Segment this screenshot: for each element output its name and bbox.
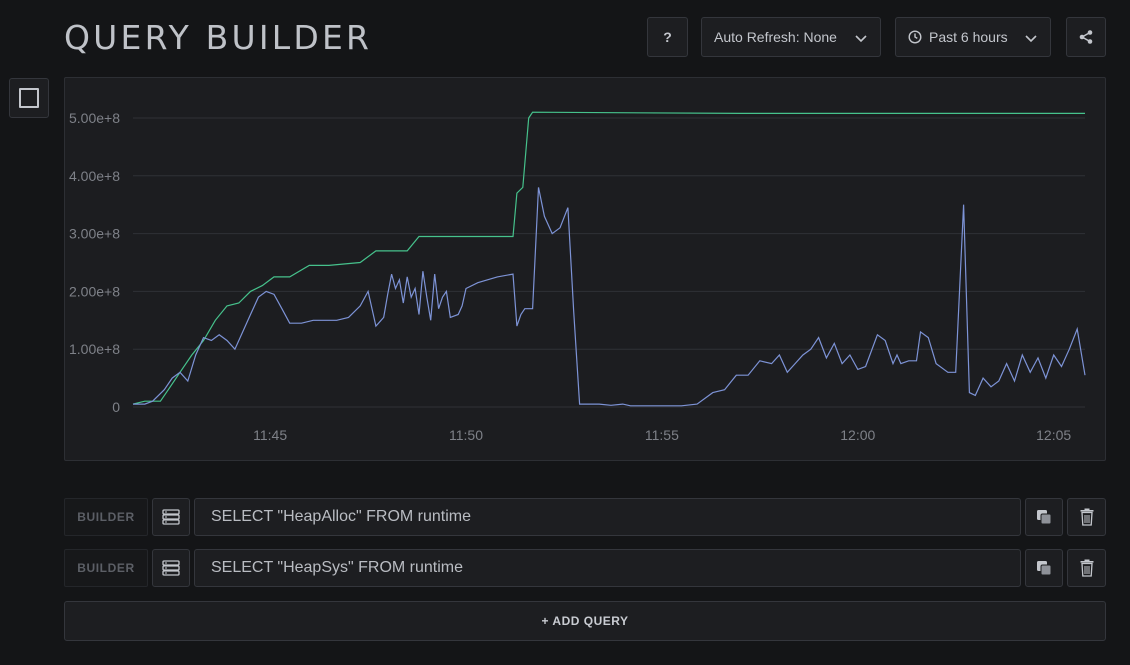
auto-refresh-dropdown[interactable]: Auto Refresh: None (701, 17, 881, 57)
delete-query-button[interactable] (1067, 549, 1106, 587)
chevron-down-icon (1025, 35, 1037, 43)
auto-refresh-label: Auto Refresh: None (714, 29, 837, 45)
query-mode-label[interactable]: BUILDER (64, 498, 148, 536)
y-tick-label: 3.00e+8 (69, 226, 120, 242)
page-title: QUERY BUILDER (64, 18, 373, 57)
series-line (133, 187, 1086, 407)
help-button[interactable]: ? (647, 17, 688, 57)
graph-panel[interactable]: 0 1.00e+8 2.00e+8 3.00e+8 4.00e+8 5.00e+8 11:4… (64, 77, 1106, 461)
list-icon (162, 509, 180, 525)
query-row: BUILDER SELECT "HeapSys" FROM runtime (64, 549, 1106, 587)
copy-icon (1037, 561, 1052, 576)
y-tick-label: 2.00e+8 (69, 283, 120, 299)
x-tick-label: 11:50 (449, 427, 483, 443)
trash-icon (1080, 508, 1093, 526)
line-chart: 0 1.00e+8 2.00e+8 3.00e+8 4.00e+8 5.00e+8 11:4… (69, 110, 1086, 443)
copy-icon (1037, 510, 1052, 525)
x-tick-label: 11:55 (645, 427, 679, 443)
time-range-dropdown[interactable]: Past 6 hours (895, 17, 1051, 57)
x-tick-label: 11:45 (253, 427, 287, 443)
copy-query-button[interactable] (1025, 549, 1063, 587)
toggle-panel-button[interactable] (9, 78, 49, 118)
chevron-down-icon (855, 35, 867, 43)
y-tick-label: 1.00e+8 (69, 341, 120, 357)
add-query-button[interactable]: + ADD QUERY (64, 601, 1106, 641)
trash-icon (1080, 559, 1093, 577)
time-range-label: Past 6 hours (929, 29, 1008, 45)
clock-icon (908, 30, 922, 44)
y-tick-label: 0 (112, 399, 120, 415)
copy-query-button[interactable] (1025, 498, 1063, 536)
share-button[interactable] (1066, 17, 1106, 57)
square-outline-icon (19, 88, 39, 108)
delete-query-button[interactable] (1067, 498, 1106, 536)
query-text-field[interactable]: SELECT "HeapAlloc" FROM runtime (194, 498, 1021, 536)
y-tick-label: 5.00e+8 (69, 110, 120, 126)
query-row: BUILDER SELECT "HeapAlloc" FROM runtime (64, 498, 1106, 536)
query-text-field[interactable]: SELECT "HeapSys" FROM runtime (194, 549, 1021, 587)
y-tick-label: 4.00e+8 (69, 168, 120, 184)
series-line (132, 111, 1085, 405)
query-list-button[interactable] (152, 498, 190, 536)
query-mode-label[interactable]: BUILDER (64, 549, 148, 587)
x-tick-label: 12:05 (1036, 427, 1071, 443)
list-icon (162, 560, 180, 576)
share-icon (1079, 30, 1093, 44)
query-list-button[interactable] (152, 549, 190, 587)
x-tick-label: 12:00 (840, 427, 875, 443)
